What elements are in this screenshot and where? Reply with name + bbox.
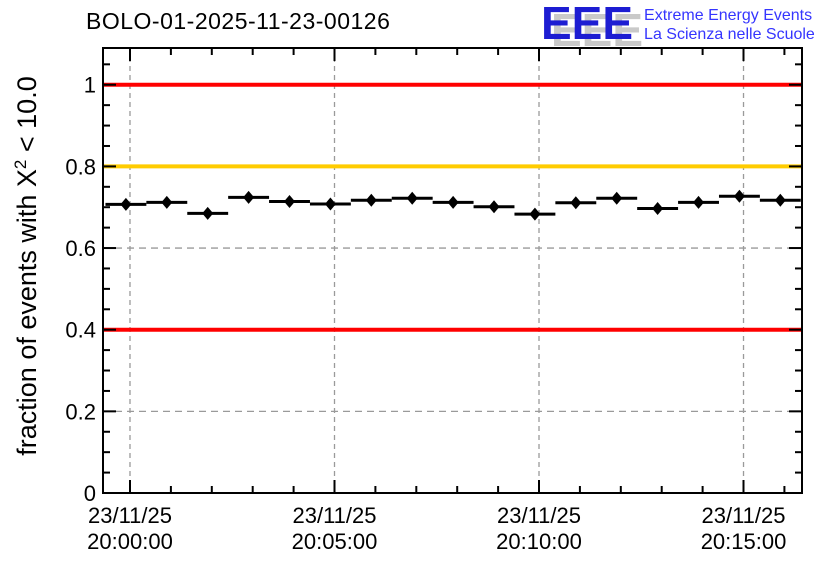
- x-tick-label-date: 23/11/25: [292, 503, 376, 528]
- x-tick-label-time: 20:10:00: [496, 529, 582, 554]
- y-tick-label: 0.8: [65, 154, 96, 179]
- y-axis-title: fraction of events with X2 < 10.0: [11, 76, 43, 455]
- data-point-marker: [693, 195, 705, 209]
- x-tick-label-date: 23/11/25: [88, 503, 172, 528]
- data-point-marker: [406, 191, 418, 205]
- x-tick-label-time: 20:15:00: [701, 529, 787, 554]
- y-tick-label: 0.6: [65, 236, 96, 261]
- data-point-marker: [733, 189, 745, 203]
- plot-frame: [102, 47, 803, 494]
- eee-logo: EEE Extreme Energy Events La Scienza nel…: [541, 0, 815, 49]
- data-point-marker: [120, 197, 132, 211]
- data-point-marker: [284, 195, 296, 209]
- x-tick-label-date: 23/11/25: [702, 503, 786, 528]
- eee-logo-line1: Extreme Energy Events: [644, 7, 813, 24]
- data-point-marker: [243, 190, 255, 204]
- data-point-marker: [324, 197, 336, 211]
- x-tick-label-time: 20:05:00: [292, 529, 378, 554]
- x-tick-label-date: 23/11/25: [497, 503, 581, 528]
- y-tick-label: 0.4: [65, 318, 96, 343]
- y-axis-title-superscript: 2: [11, 159, 30, 170]
- eee-logo-acronym: EEE: [541, 0, 634, 49]
- y-tick-label: 0.2: [65, 399, 96, 424]
- y-axis-title-suffix: < 10.0: [12, 76, 42, 160]
- data-point-marker: [611, 191, 623, 205]
- data-point-marker: [161, 195, 173, 209]
- plot-title: BOLO-01-2025-11-23-00126: [86, 8, 391, 34]
- y-tick-label: 0: [84, 481, 96, 506]
- data-point-marker: [202, 206, 214, 220]
- eee-logo-text: Extreme Energy Events La Scienza nelle S…: [644, 2, 815, 44]
- data-point-marker: [570, 196, 582, 210]
- data-point-marker: [652, 201, 664, 215]
- data-point-marker: [774, 193, 786, 207]
- data-point-marker: [488, 200, 500, 214]
- data-point-marker: [447, 195, 459, 209]
- data-point-marker: [529, 207, 541, 221]
- x-tick-label-time: 20:00:00: [87, 529, 173, 554]
- y-axis-title-prefix: fraction of events with X: [12, 169, 42, 456]
- data-point-marker: [365, 193, 377, 207]
- eee-logo-line2: La Scienza nelle Scuole: [644, 26, 815, 43]
- y-tick-label: 1: [84, 73, 96, 98]
